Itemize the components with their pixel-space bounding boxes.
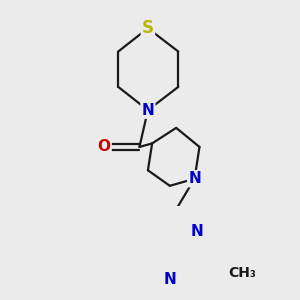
Text: N: N [164,272,176,287]
Text: N: N [188,171,201,186]
Text: O: O [98,140,111,154]
Text: N: N [142,103,154,118]
Text: CH₃: CH₃ [228,266,256,280]
Text: N: N [191,224,204,239]
Text: S: S [142,19,154,37]
